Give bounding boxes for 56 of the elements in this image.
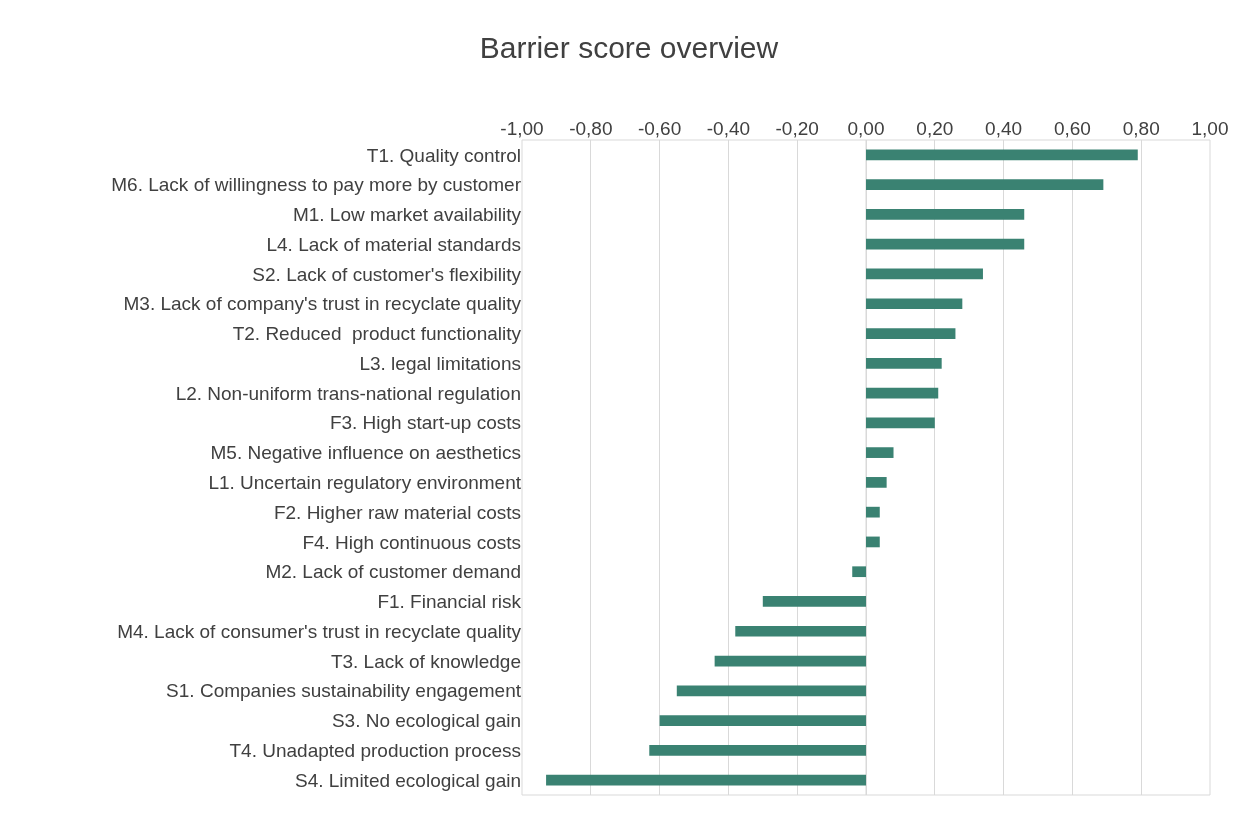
bar	[866, 447, 894, 458]
bar	[866, 477, 887, 488]
y-tick-label: S1. Companies sustainability engagement	[166, 680, 522, 702]
y-tick-label: S3. No ecological gain	[331, 710, 521, 732]
x-tick-label: -0,20	[775, 118, 819, 140]
bar	[852, 566, 866, 578]
y-tick-label: L3. legal limitations	[359, 352, 521, 374]
bar	[735, 625, 866, 637]
y-tick-label: M3. Lack of company's trust in recyclate quality	[123, 293, 522, 315]
y-tick-label: T3. Lack of knowledge	[330, 650, 521, 672]
x-tick-label: 0,80	[1122, 118, 1160, 140]
bar	[866, 536, 880, 548]
x-tick-label: 0,00	[847, 118, 885, 140]
bar	[866, 506, 880, 518]
y-tick-label: T2. Reduced product functionality	[232, 323, 522, 345]
bar	[866, 357, 942, 369]
y-tick-label: T4. Unadapted production process	[229, 739, 521, 761]
x-tick-label: -0,80	[569, 118, 613, 140]
y-tick-label: F2. Higher raw material costs	[273, 501, 521, 523]
y-tick-label: L1. Uncertain regulatory environment	[208, 472, 522, 494]
bar	[866, 328, 956, 339]
bar	[762, 596, 866, 607]
bar	[866, 298, 963, 310]
bar	[866, 387, 939, 399]
y-tick-label: T1. Quality control	[366, 144, 521, 166]
bar	[676, 685, 866, 697]
y-tick-label: M2. Lack of customer demand	[265, 561, 521, 583]
bar	[546, 774, 866, 786]
chart-title: Barrier score overview	[479, 30, 779, 64]
bar	[866, 179, 1104, 191]
x-tick-label: 0,60	[1053, 118, 1091, 140]
bar	[714, 655, 866, 667]
bar	[866, 238, 1025, 250]
bar	[866, 268, 983, 280]
y-tick-label: M1. Low market availability	[292, 204, 522, 226]
bar	[866, 209, 1025, 220]
bar	[659, 715, 866, 726]
y-tick-label: M5. Negative influence on aesthetics	[210, 442, 521, 464]
y-tick-label: M6. Lack of willingness to pay more by customer	[111, 174, 522, 196]
x-tick-label: -0,60	[637, 118, 682, 140]
y-tick-label: S4. Limited ecological gain	[294, 769, 521, 791]
y-tick-label: F3. High start-up costs	[329, 412, 521, 434]
x-tick-label: -0,40	[706, 118, 751, 140]
bar	[649, 744, 866, 756]
x-tick-label: -1,00	[500, 118, 544, 140]
y-tick-label: L4. Lack of material standards	[266, 233, 521, 255]
y-tick-label: S2. Lack of customer's flexibility	[252, 263, 522, 285]
x-tick-label: 1,00	[1191, 118, 1229, 140]
y-tick-label: F4. High continuous costs	[302, 531, 521, 553]
bar	[866, 149, 1138, 161]
y-tick-label: F1. Financial risk	[377, 591, 522, 613]
x-tick-label: 0,20	[916, 118, 954, 140]
y-tick-label: L2. Non-uniform trans-national regulation	[175, 382, 521, 404]
y-tick-label: M4. Lack of consumer's trust in recyclate quality	[117, 620, 522, 642]
bar	[866, 417, 935, 429]
x-tick-label: 0,40	[985, 118, 1023, 140]
